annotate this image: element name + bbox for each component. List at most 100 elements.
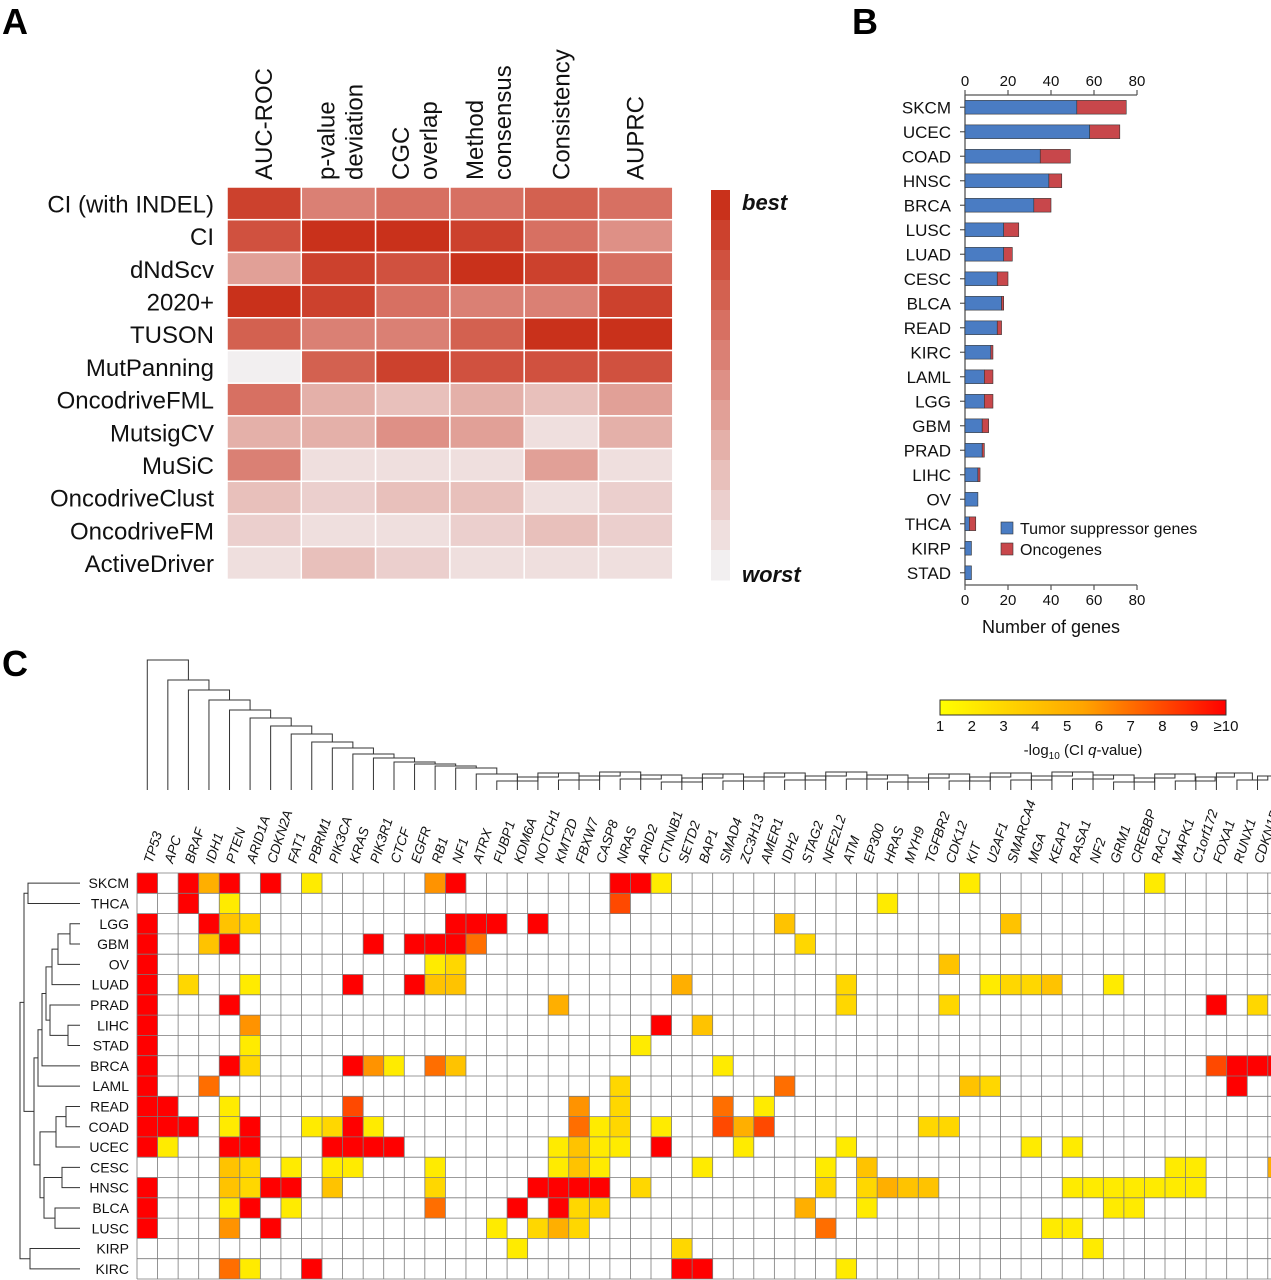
row-dendrogram-link: [41, 993, 80, 1067]
cell-hnsc-hras: [877, 1177, 898, 1198]
cell-coad-tgfbr2: [918, 1116, 939, 1137]
cell-prad-cdk12: [938, 994, 960, 1016]
cell-hnsc-fbxw7: [568, 1177, 590, 1198]
heatmap-cell: [523, 349, 600, 384]
cell-luad-u2af1: [979, 974, 1001, 995]
cell-read-apc: [157, 1096, 179, 1117]
bar-tumor-suppressor-genes-ucec: [964, 124, 1090, 139]
cell-hnsc-nf2: [1082, 1177, 1104, 1198]
heatmap-cell: [523, 186, 600, 221]
legend-best-label: best: [742, 190, 789, 215]
category-label-lgg: LGG: [915, 392, 951, 411]
bar-tumor-suppressor-genes-brca: [964, 198, 1035, 213]
legend-label-oncogenes: Oncogenes: [1020, 542, 1102, 559]
colorbar-tick-label: 6: [1095, 718, 1103, 735]
cell-hnsc-cdkn2a: [260, 1177, 281, 1198]
bar-oncogenes-blca: [1001, 296, 1004, 311]
cell-laml-tp53: [137, 1076, 158, 1097]
row-dendrogram-link: [43, 1177, 62, 1219]
category-label-brca: BRCA: [904, 196, 952, 215]
cancer-label-coad: COAD: [89, 1119, 129, 1135]
cell-luad-egfr: [404, 974, 425, 995]
heatmap-cell: [597, 415, 674, 450]
cell-prad-kmt2d: [548, 994, 569, 1016]
heatmap-cell: [449, 513, 525, 548]
heatmap-cell: [597, 251, 674, 286]
row-dendrogram-link: [69, 923, 80, 945]
cell-ucec-casp8: [589, 1136, 610, 1158]
gene-label-apc: APC: [161, 834, 184, 866]
cell-thca-nras: [609, 893, 631, 914]
cell-lgg-atrx: [465, 913, 487, 934]
heatmap-cell: [523, 317, 600, 352]
cell-hnsc-fat1: [280, 1177, 302, 1198]
bottom-tick-label: 80: [1129, 592, 1146, 609]
gene-label-nf2: NF2: [1087, 836, 1109, 865]
cell-luad-rb1: [424, 974, 446, 995]
cell-hnsc-tgfbr2: [918, 1177, 939, 1198]
top-tick-label: 0: [961, 73, 969, 90]
legend-swatch: [711, 400, 730, 431]
legend-swatch: [711, 310, 730, 341]
heatmap-cell: [523, 480, 600, 515]
category-label-laml: LAML: [907, 368, 951, 387]
cell-hnsc-c1orf172: [1185, 1177, 1207, 1198]
row-dendrogram-link: [55, 1116, 80, 1148]
cell-brca-runx1: [1226, 1055, 1248, 1076]
bottom-tick-label: 40: [1043, 592, 1060, 609]
cell-brca-kras: [342, 1055, 364, 1076]
heatmap-cell: [300, 447, 377, 483]
row-dendrogram-link: [23, 892, 34, 1112]
cell-laml-kit: [959, 1076, 980, 1097]
heatmap-cell: [374, 447, 451, 483]
cell-cesc-ep300: [856, 1157, 878, 1178]
colorbar-tick-label: ≥10: [1214, 718, 1239, 735]
heatmap-cell: [449, 415, 525, 450]
cell-coad-smad4: [712, 1116, 734, 1137]
heatmap-cell: [449, 349, 525, 384]
cell-prad-foxa1: [1206, 994, 1227, 1016]
bar-oncogenes-lgg: [984, 394, 994, 409]
category-label-cesc: CESC: [904, 270, 951, 289]
legend-swatch: [711, 250, 730, 281]
cell-lihc-tp53: [137, 1015, 158, 1036]
category-label-lihc: LIHC: [912, 466, 951, 485]
cell-hnsc-notch1: [527, 1177, 549, 1198]
row-dendrogram-link: [67, 1024, 80, 1047]
heatmap-cell: [226, 415, 303, 450]
row-label-mutpanning: MutPanning: [86, 355, 214, 382]
legend-swatch-tumor-suppressor-genes: [1000, 521, 1014, 535]
legend-worst-label: worst: [742, 562, 802, 587]
panel-b-bar-chart: 0 0 20 20 40 40 60 60 80 80 Number of genes SKCM UCE…: [902, 73, 1197, 637]
row-label-tuson: TUSON: [130, 322, 214, 349]
cell-brca-smad4: [712, 1055, 734, 1076]
cell-cesc-pten: [219, 1157, 240, 1178]
cancer-label-ov: OV: [109, 956, 130, 972]
category-label-skcm: SKCM: [902, 98, 951, 117]
cell-blca-pten: [219, 1197, 240, 1219]
cell-kirc-arid1a: [239, 1258, 261, 1279]
cell-coad-fbxw7: [568, 1116, 590, 1137]
heatmap-cell: [374, 415, 451, 450]
category-label-luad: LUAD: [906, 245, 951, 264]
column-label-cgc-overlap: CGCoverlap: [388, 101, 443, 180]
gene-label-nf1: NF1: [449, 836, 471, 865]
top-tick-label: 80: [1129, 73, 1146, 90]
cell-coad-pten: [219, 1116, 240, 1137]
legend-swatch: [711, 220, 730, 251]
category-label-gbm: GBM: [912, 417, 951, 436]
heatmap-cell: [226, 349, 303, 384]
row-dendrogram-link: [39, 1131, 56, 1199]
cell-cesc-c1orf172: [1185, 1157, 1207, 1178]
heatmap-cell: [523, 382, 600, 417]
cell-kirc-setd2: [671, 1258, 693, 1279]
cell-lusc-nfe2l2: [815, 1218, 837, 1239]
cell-coad-apc: [157, 1116, 179, 1137]
cell-ucec-rasa1: [1062, 1136, 1083, 1158]
cell-hnsc-kmt2d: [548, 1177, 569, 1198]
cancer-label-stad: STAD: [93, 1038, 129, 1054]
cell-coad-arid1a: [239, 1116, 261, 1137]
cell-laml-u2af1: [979, 1076, 1001, 1097]
heatmap-cell: [597, 480, 674, 515]
